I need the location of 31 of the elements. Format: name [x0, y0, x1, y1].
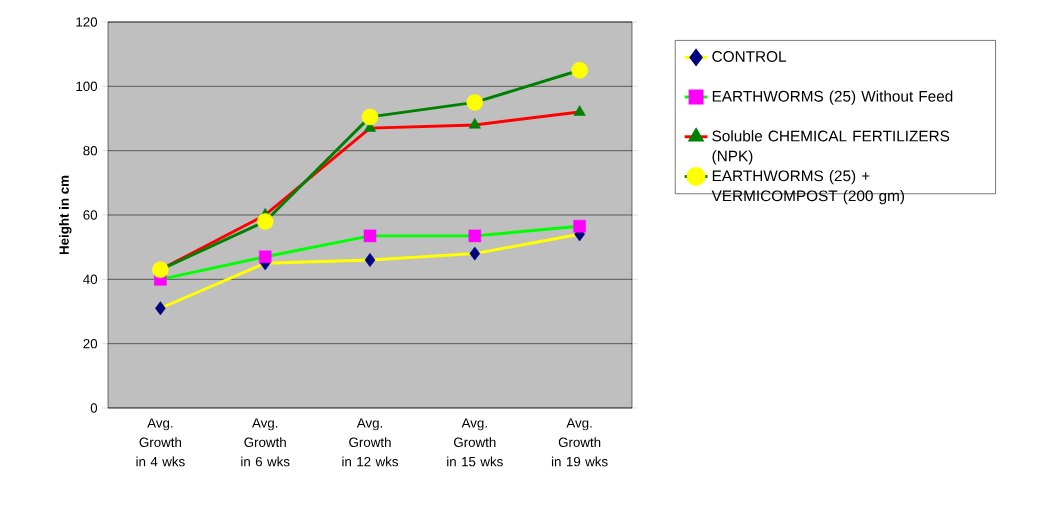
y-tick-label: 40	[83, 274, 98, 285]
point	[364, 253, 376, 267]
legend-label: CONTROL	[712, 51, 787, 62]
x-tick-label: Avg. Growth in 6 wks	[241, 418, 290, 467]
point	[573, 105, 586, 116]
y-tick-label: 0	[90, 403, 98, 413]
y-tick-label: 80	[83, 145, 98, 156]
point	[468, 229, 482, 243]
point	[469, 246, 481, 261]
y-axis-title: Height in cm	[59, 175, 72, 255]
x-tick-label: Avg. Growth in 19 wks	[551, 418, 608, 467]
x-tick-label: Avg. Growth in 15 wks	[447, 418, 503, 467]
point	[258, 250, 272, 264]
y-tick-label: 100	[76, 81, 98, 92]
point	[152, 261, 169, 278]
y-tick-label: 20	[83, 338, 98, 349]
point	[571, 61, 588, 79]
legend-label: Soluble CHEMICAL FERTILIZERS (NPK)	[712, 130, 950, 165]
legend-label: EARTHWORMS (25) + VERMICOMPOST (200 gm)	[711, 170, 905, 205]
legend-label: EARTHWORMS (25) Without Feed	[712, 90, 953, 105]
point	[468, 117, 481, 129]
point	[256, 213, 274, 230]
point	[573, 219, 586, 233]
point	[361, 108, 379, 126]
point	[155, 301, 166, 316]
point	[363, 229, 377, 243]
x-tick-label: Avg. Growth in 4 wks	[136, 418, 185, 467]
y-tick-label: 120	[76, 17, 98, 27]
y-tick-label: 60	[83, 210, 98, 220]
point	[466, 94, 484, 111]
x-tick-label: Avg. Growth in 12 wks	[342, 418, 399, 467]
